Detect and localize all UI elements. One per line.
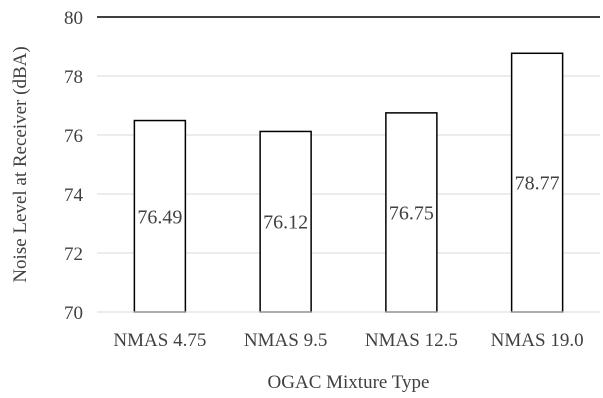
data-label: 78.77 (515, 173, 560, 195)
x-axis-title: OGAC Mixture Type (268, 372, 430, 393)
data-label: 76.49 (137, 206, 182, 228)
y-tick-label: 76 (64, 126, 83, 147)
data-labels: 76.49 76.12 76.75 78.77 (137, 173, 559, 234)
x-tick-label: NMAS 19.0 (491, 330, 584, 351)
y-tick-label: 78 (64, 67, 83, 88)
x-tick-label: NMAS 12.5 (365, 330, 458, 351)
x-axis-categories: NMAS 4.75 NMAS 9.5 NMAS 12.5 NMAS 19.0 (113, 330, 583, 351)
y-tick-label: 70 (64, 303, 83, 324)
data-label: 76.75 (389, 202, 434, 224)
y-tick-label: 72 (64, 244, 83, 265)
bar (385, 112, 438, 313)
data-label: 76.12 (263, 212, 308, 234)
y-tick-label: 74 (64, 185, 84, 206)
bar (510, 52, 564, 313)
bars (133, 52, 564, 313)
x-tick-label: NMAS 4.75 (113, 330, 206, 351)
y-tick-label: 80 (64, 8, 83, 29)
x-tick-label: NMAS 9.5 (244, 330, 327, 351)
bar (133, 119, 187, 313)
y-axis-title: Noise Level at Receiver (dBA) (10, 46, 31, 282)
y-axis-ticks: 70 72 74 76 78 80 (64, 8, 84, 324)
